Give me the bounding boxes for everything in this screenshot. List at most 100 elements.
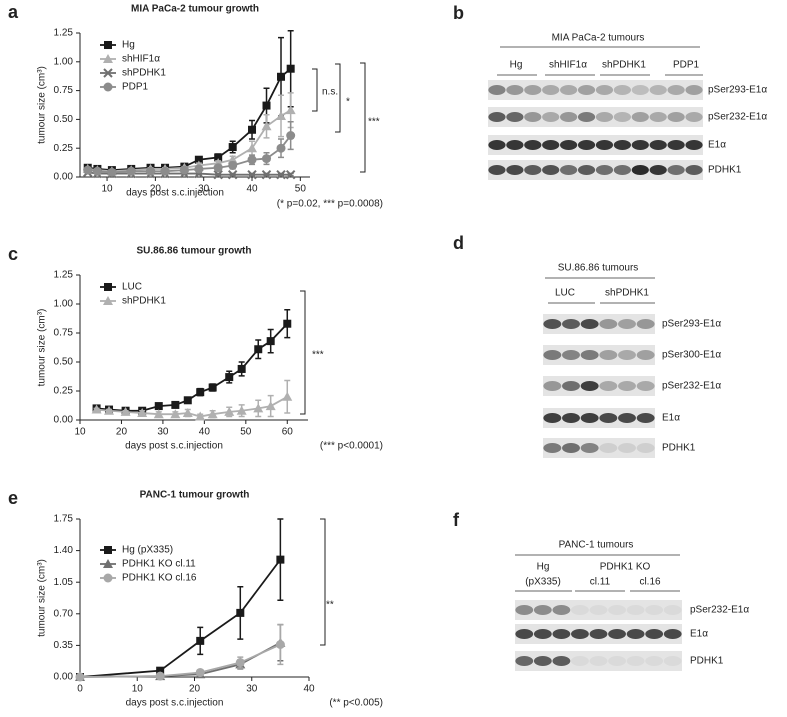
legend-label: Hg (pX335) <box>122 545 173 556</box>
marker <box>276 143 286 153</box>
x-tick-label: 30 <box>157 427 169 438</box>
row-label: pSer232-E1α <box>662 381 721 392</box>
blot-band <box>562 319 580 329</box>
row-label: PDHK1 <box>690 656 724 667</box>
y-tick-label: 0.70 <box>54 608 74 619</box>
chart-title: MIA PaCa-2 tumour growth <box>131 4 259 15</box>
marker <box>126 166 136 176</box>
blot-band <box>636 443 655 453</box>
blot-band <box>645 605 664 615</box>
marker <box>283 319 292 328</box>
y-tick-label: 1.40 <box>54 545 74 556</box>
blot-band <box>636 350 655 360</box>
blot-band <box>649 85 667 95</box>
legend-label: Hg <box>122 40 135 51</box>
blot-band <box>571 629 589 639</box>
blot-band <box>599 443 618 453</box>
series-line <box>87 68 292 171</box>
x-tick-label: 10 <box>101 184 113 195</box>
series-line <box>79 643 281 678</box>
blot-band <box>524 112 542 122</box>
blot-band <box>506 85 524 95</box>
blot-band <box>663 605 682 615</box>
x-tick-label: 40 <box>199 427 211 438</box>
blot-band <box>571 656 589 666</box>
blot-band <box>524 85 542 95</box>
marker <box>83 165 93 175</box>
legend-label: shPDHK1 <box>122 68 166 79</box>
marker <box>225 373 234 382</box>
blot-band <box>552 629 571 639</box>
blot-title: PANC-1 tumours <box>559 540 634 551</box>
marker <box>213 163 223 173</box>
bracket <box>360 62 366 173</box>
subgroup-label: cl.11 <box>590 577 611 588</box>
blot-band <box>685 140 703 150</box>
blot-band <box>649 140 667 150</box>
marker <box>214 153 223 162</box>
panel-letter: e <box>8 488 18 508</box>
blot-band <box>542 112 560 122</box>
blot-band <box>542 165 560 175</box>
marker <box>195 411 206 421</box>
y-tick-label: 1.00 <box>54 56 74 67</box>
marker <box>153 409 164 419</box>
blot-title: SU.86.86 tumours <box>558 263 639 274</box>
marker <box>282 391 293 401</box>
blot-band <box>543 319 562 329</box>
blot-band <box>589 605 608 615</box>
blot-title: MIA PaCa-2 tumours <box>552 33 645 44</box>
legend-marker <box>103 54 113 63</box>
marker <box>266 337 275 346</box>
blot-band <box>560 85 578 95</box>
y-tick-label: 0.75 <box>54 328 74 339</box>
group-label: PDHK1 KO <box>600 562 651 573</box>
blot-band <box>533 656 552 666</box>
blot-band <box>608 629 626 639</box>
blot-strip <box>488 80 703 100</box>
marker <box>285 105 296 115</box>
blot-band <box>608 605 626 615</box>
marker <box>208 383 217 392</box>
group-label: Hg <box>510 60 523 71</box>
annotation: * <box>346 97 350 108</box>
blot-band <box>636 381 655 391</box>
blot-band <box>589 629 608 639</box>
blot-band <box>552 656 571 666</box>
group-label: Hg <box>537 562 550 573</box>
blot-band <box>636 413 655 423</box>
marker <box>91 404 102 414</box>
blot-band <box>515 605 534 615</box>
y-tick-label: 1.05 <box>54 577 74 588</box>
x-tick-label: 10 <box>74 427 86 438</box>
row-label: PDHK1 <box>708 165 742 176</box>
marker <box>228 160 238 170</box>
blot-band <box>577 140 596 150</box>
blot-band <box>667 165 685 175</box>
marker <box>236 608 245 617</box>
bracket <box>335 63 341 133</box>
marker <box>194 164 204 174</box>
legend-marker <box>104 546 112 554</box>
blot-band <box>667 140 685 150</box>
blot-band <box>580 413 599 423</box>
annotation: n.s. <box>322 87 338 98</box>
series-line <box>87 109 292 173</box>
blot-band <box>560 112 578 122</box>
group-label: shHIF1α <box>549 60 587 71</box>
y-tick-label: 1.25 <box>54 28 74 39</box>
blot-band <box>685 165 703 175</box>
marker <box>277 72 286 81</box>
blot-band <box>595 85 614 95</box>
blot-band <box>542 140 560 150</box>
marker <box>228 143 237 152</box>
row-label: PDHK1 <box>662 443 696 454</box>
marker <box>265 401 276 411</box>
blot-band <box>613 112 631 122</box>
blot-band <box>543 350 562 360</box>
marker <box>235 658 245 668</box>
x-tick-label: 30 <box>198 184 210 195</box>
row-label: E1α <box>662 413 680 424</box>
blot-band <box>515 656 534 666</box>
blot-band <box>562 381 580 391</box>
